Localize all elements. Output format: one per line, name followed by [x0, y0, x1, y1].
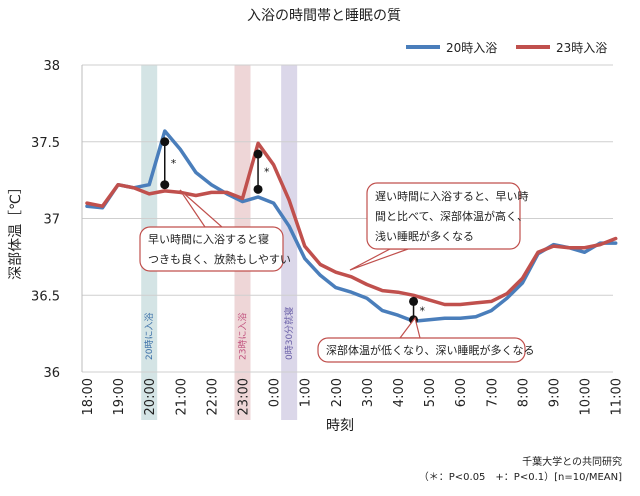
x-tick-label: 18:00	[81, 378, 96, 415]
chart-title: 入浴の時間帯と睡眠の質	[247, 8, 401, 24]
callout-text: つきも良く、放熱もしやすい	[148, 252, 291, 266]
legend: 20時入浴 23時入浴	[406, 41, 607, 55]
footnote-source: 千葉大学との共同研究	[522, 455, 622, 468]
series-line-20	[85, 129, 618, 324]
legend-label-20: 20時入浴	[446, 41, 497, 55]
x-tick-label: 3:00	[361, 378, 376, 407]
x-tick-label: 7:00	[485, 378, 500, 407]
callout-text: 遅い時間に入浴すると、早い時	[375, 190, 529, 203]
significance-mark: *	[171, 157, 177, 170]
callout-box	[366, 182, 521, 250]
footnote-significance: （＊：P<0.05 +：P<0.1）[n=10/MEAN]	[419, 471, 622, 483]
significance-dot	[253, 149, 263, 159]
x-tick-labels: 18:00 19:00 20:00 21:00 22:00 23:00 0:00 1:00 2:…	[81, 378, 625, 415]
y-tick-label: 37.5	[31, 136, 60, 151]
x-tick-label: 22:00	[205, 378, 220, 415]
x-tick-label: 6:00	[454, 378, 469, 407]
y-axis-label: 深部体温［℃］	[8, 180, 24, 280]
x-tick-label: 21:00	[174, 378, 189, 415]
significance-dot	[253, 184, 263, 194]
x-tick-label: 1:00	[299, 378, 314, 407]
x-tick-label: 9:00	[548, 378, 563, 407]
bath-band	[281, 65, 298, 420]
x-tick-label: 2:00	[330, 378, 345, 407]
legend-label-23: 23時入浴	[556, 41, 607, 55]
significance-dot	[409, 296, 419, 306]
y-tick-label: 37	[43, 213, 60, 228]
callout-text: 間と比べて、深部体温が高く、	[375, 209, 528, 223]
x-tick-label: 0:00	[268, 378, 283, 407]
x-tick-label: 5:00	[423, 378, 438, 407]
significance-dot	[160, 137, 170, 147]
significance-dot	[160, 180, 170, 190]
series-lines	[85, 129, 618, 324]
grid-lines	[81, 64, 613, 373]
x-tick-label: 19:00	[112, 378, 127, 415]
bath-band-label: 23時に入浴	[238, 313, 249, 360]
x-tick-label: 8:00	[516, 378, 531, 407]
x-tick-label: 10:00	[579, 378, 594, 415]
callout-text: 深部体温が低くなり、深い睡眠が多くなる	[326, 343, 535, 357]
significance-mark: *	[420, 305, 426, 318]
bath-band-label: 0時30分就寝	[283, 307, 295, 360]
callout-box	[139, 226, 284, 272]
y-tick-labels: 36 36.5 37 37.5 38	[31, 59, 60, 381]
significance-mark: *	[264, 166, 270, 179]
callout-box	[317, 337, 526, 363]
series-line-23	[85, 141, 618, 307]
x-tick-label: 23:00	[237, 378, 252, 415]
x-tick-label: 4:00	[392, 378, 407, 407]
x-tick-label: 20:00	[143, 378, 158, 415]
bath-band-label: 20時に入浴	[144, 313, 155, 360]
x-axis-label: 時刻	[326, 418, 354, 434]
x-tick-label: 11:00	[610, 378, 625, 415]
callout-text: 浅い睡眠が多くなる	[375, 229, 474, 243]
callout-text: 早い時間に入浴すると寝	[148, 232, 269, 246]
y-tick-label: 36	[43, 366, 60, 381]
callout-pointer	[349, 248, 409, 271]
y-tick-label: 38	[43, 59, 60, 74]
y-tick-label: 36.5	[31, 289, 60, 304]
